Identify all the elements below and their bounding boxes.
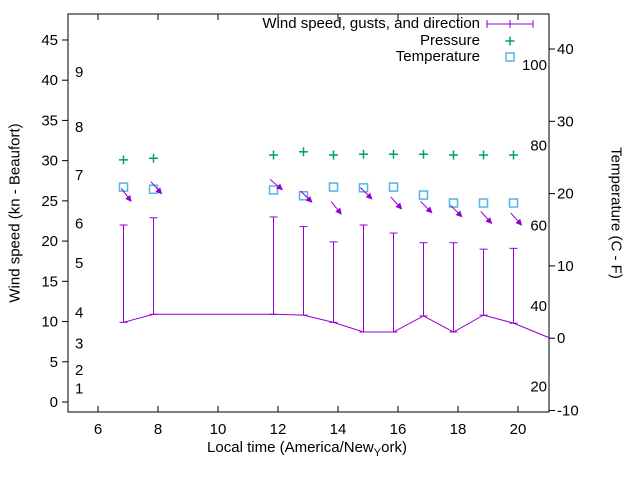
beaufort-label: 9: [75, 64, 83, 81]
direction-arrow-head: [155, 187, 163, 195]
direction-arrow-head: [455, 210, 463, 218]
celsius-tick-label: 10: [557, 258, 574, 275]
temperature-marker: [418, 190, 429, 200]
legend-entry-pressure: Pressure: [419, 32, 480, 49]
kn-tick-label: 10: [41, 314, 58, 331]
plot-border: [67, 13, 550, 413]
wind-speed-line: [123, 313, 550, 339]
temperature-marker: [118, 182, 129, 192]
direction-arrow-head: [335, 207, 342, 215]
beaufort-label: 5: [75, 255, 83, 272]
fahrenheit-label: 60: [530, 218, 547, 235]
direction-arrow-head: [365, 192, 373, 200]
temperature-marker: [148, 184, 159, 195]
fahrenheit-label: 40: [530, 298, 547, 315]
kn-tick-label: 25: [41, 193, 58, 210]
kn-tick-label: 30: [41, 153, 58, 170]
celsius-tick-label: 40: [557, 41, 574, 58]
temperature-marker: [478, 198, 489, 208]
x-tick-label: 20: [510, 421, 527, 438]
temperature-marker: [268, 185, 279, 195]
legend-entry-temperature: Temperature: [395, 48, 480, 65]
direction-arrow-head: [305, 196, 313, 203]
direction-arrow-head: [515, 218, 523, 226]
temperature-marker: [508, 198, 519, 208]
x-tick-label: 14: [330, 421, 347, 438]
x-tick-label: 10: [210, 421, 227, 438]
direction-arrow-head: [425, 206, 433, 214]
celsius-tick-label: 0: [557, 330, 565, 347]
temperature-marker: [358, 183, 369, 193]
direction-arrow-head: [485, 217, 493, 225]
kn-tick-label: 5: [50, 354, 58, 371]
y-axis-label-right: Temperature (C - F): [607, 147, 625, 279]
x-axis-label: Local time (America/NewYork): [0, 439, 614, 459]
legend-sample-temperature: [505, 52, 515, 62]
x-tick-label: 16: [390, 421, 407, 438]
beaufort-label: 6: [75, 215, 83, 232]
fahrenheit-label: 80: [530, 137, 547, 154]
beaufort-label: 3: [75, 335, 83, 352]
beaufort-label: 8: [75, 119, 83, 136]
direction-arrow-head: [395, 202, 403, 210]
beaufort-label: 1: [75, 380, 83, 397]
beaufort-label: 7: [75, 167, 83, 184]
x-tick-label: 6: [94, 421, 102, 438]
celsius-tick-label: 20: [557, 186, 574, 203]
temperature-marker: [298, 191, 309, 201]
kn-tick-label: 15: [41, 273, 58, 290]
direction-arrow-head: [275, 183, 284, 191]
temperature-marker: [448, 198, 459, 208]
kn-tick-label: 20: [41, 233, 58, 250]
beaufort-label: 2: [75, 362, 83, 379]
celsius-tick-label: 30: [557, 113, 574, 130]
kn-tick-label: 45: [41, 32, 58, 49]
beaufort-label: 4: [75, 305, 83, 322]
x-axis-label-suffix: ork): [381, 439, 407, 456]
kn-tick-label: 40: [41, 72, 58, 89]
x-tick-label: 8: [154, 421, 162, 438]
direction-arrow-head: [125, 194, 132, 203]
kn-tick-label: 0: [50, 394, 58, 411]
legend-entry-wind: Wind speed, gusts, and direction: [262, 15, 480, 32]
x-axis-label-prefix: Local time (America/New: [207, 439, 374, 456]
x-tick-label: 18: [450, 421, 467, 438]
x-tick-label: 12: [270, 421, 287, 438]
temperature-marker: [388, 182, 399, 192]
fahrenheit-label: 20: [530, 378, 547, 395]
fahrenheit-label: 100: [522, 57, 547, 74]
y-axis-label-left: Wind speed (kn - Beaufort): [6, 123, 24, 303]
celsius-tick-label: -10: [557, 403, 579, 420]
x-axis-label-subscript: Y: [373, 447, 382, 459]
temperature-marker: [328, 182, 339, 192]
kn-tick-label: 35: [41, 112, 58, 129]
